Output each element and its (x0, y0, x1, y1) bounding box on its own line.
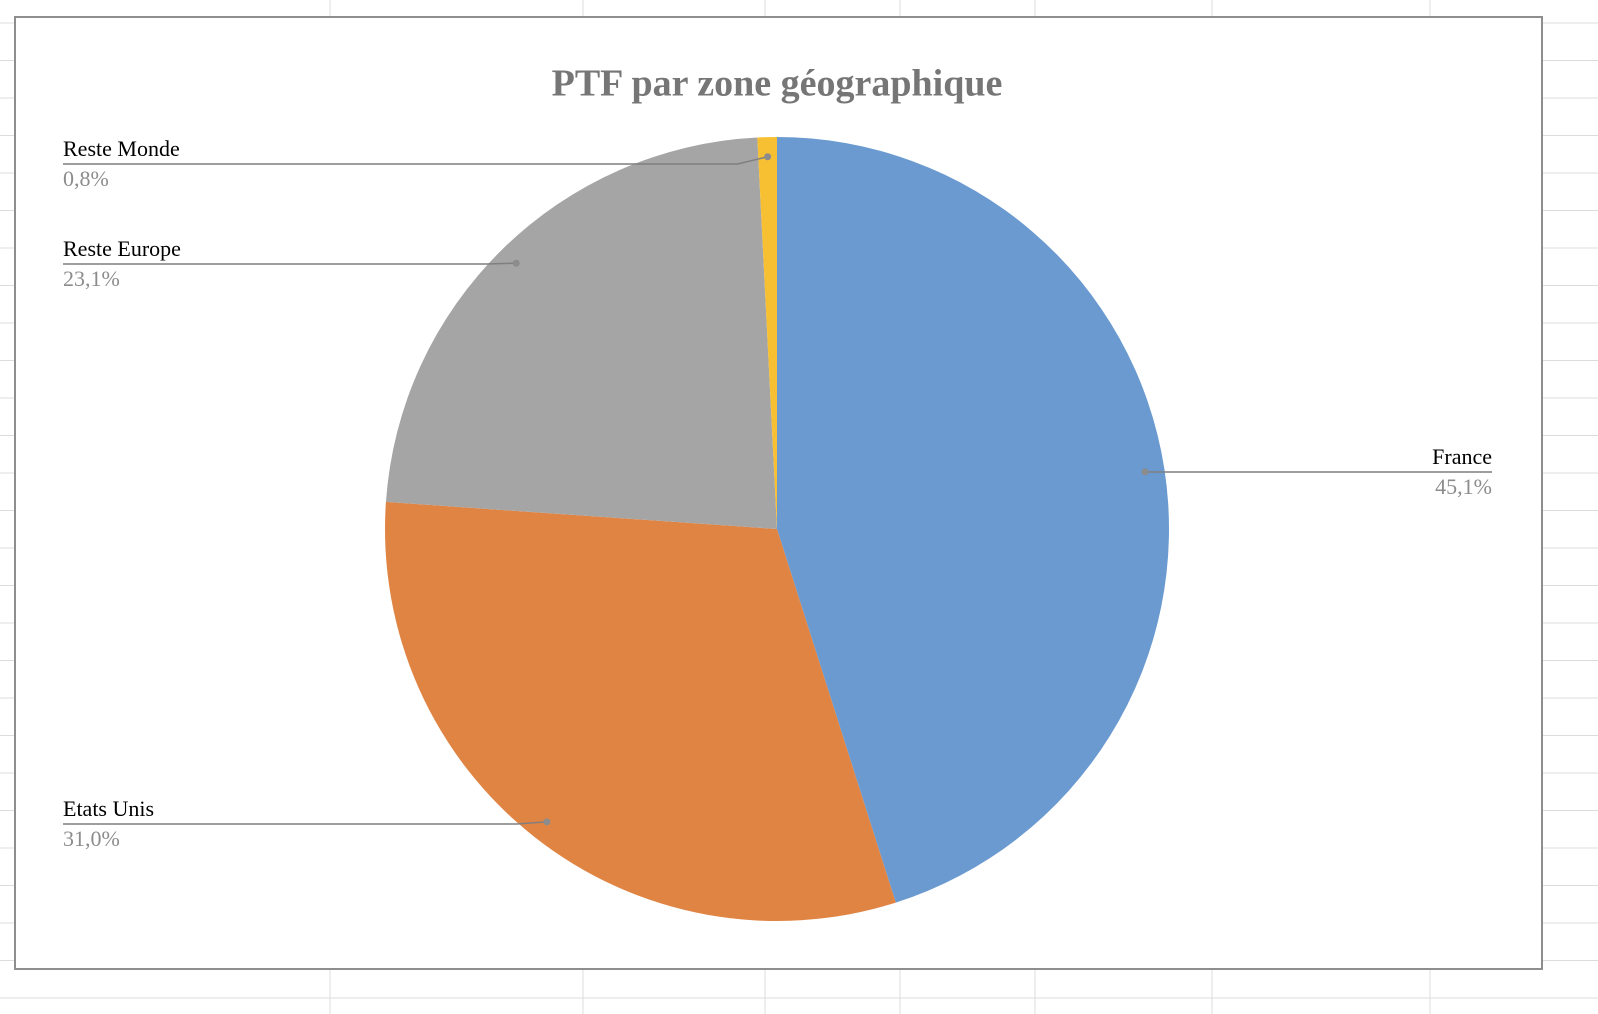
pie-slice (385, 501, 896, 922)
leader-line (63, 155, 768, 165)
leader-dot (543, 818, 551, 826)
slice-value-label: 45,1% (1435, 474, 1492, 499)
pie-slice (757, 137, 777, 529)
slice-label: France (1432, 444, 1492, 469)
slice-label: Reste Europe (63, 236, 181, 261)
pie-slice (385, 137, 777, 529)
slice-label: Etats Unis (63, 796, 154, 821)
leader-dot (1141, 468, 1149, 476)
leader-dot (764, 153, 772, 161)
slice-value-label: 23,1% (63, 266, 120, 291)
leader-dot (512, 259, 520, 267)
slice-value-label: 31,0% (63, 826, 120, 851)
slice-label: Reste Monde (63, 136, 180, 161)
slice-value-label: 0,8% (63, 166, 109, 191)
chart-title: PTF par zone géographique (552, 63, 1003, 105)
leader-line (63, 262, 517, 265)
leader-line (63, 821, 547, 825)
pie-slice (777, 137, 1170, 903)
